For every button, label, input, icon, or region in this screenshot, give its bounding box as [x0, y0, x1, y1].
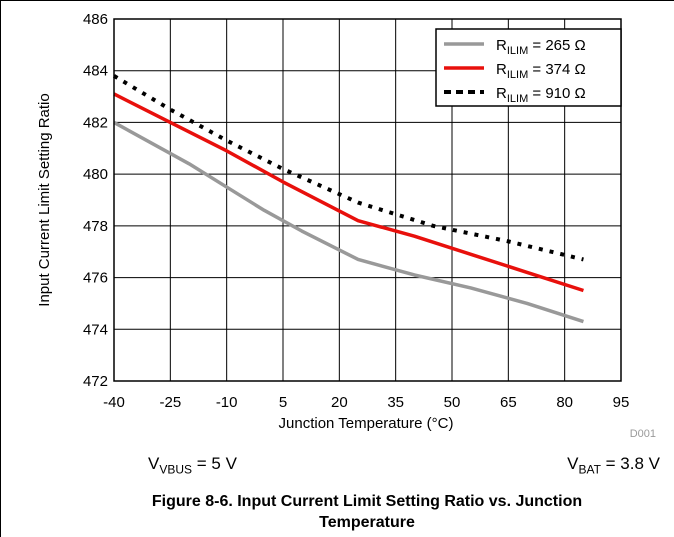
- legend-entry-3: RILIM = 910 Ω: [496, 85, 586, 105]
- frame-left-border: [0, 0, 1, 537]
- caption-line-1: Figure 8-6. Input Current Limit Setting …: [151, 493, 583, 510]
- line-chart: -40 -25 -10 5 20 35 50 65 80 95 472 474 476 478 480 48…: [36, 11, 656, 440]
- figure-code: D001: [630, 428, 656, 440]
- frame-top-border: [0, 0, 674, 1]
- y-axis-label: Input Current Limit Setting Ratio: [36, 93, 53, 306]
- series-line-1: [113, 120, 584, 324]
- x-axis-ticks: -40 -25 -10 5 20 35 50 65 80 95: [103, 394, 629, 411]
- vbat-condition: VBAT = 3.8 V: [567, 454, 660, 477]
- y-tick-label: 484: [83, 63, 108, 80]
- x-tick-label: 50: [444, 394, 461, 411]
- x-tick-label: -40: [103, 394, 125, 411]
- y-tick-label: 472: [83, 373, 108, 390]
- chart-series: [112, 74, 584, 324]
- y-tick-label: 476: [83, 270, 108, 287]
- x-tick-label: -25: [159, 394, 181, 411]
- x-tick-label: 80: [556, 394, 573, 411]
- y-tick-label: 478: [83, 218, 108, 235]
- x-tick-label: 95: [613, 394, 630, 411]
- x-axis-label: Junction Temperature (°C): [279, 415, 454, 432]
- legend-entry-2: RILIM = 374 Ω: [496, 61, 586, 81]
- y-tick-label: 480: [83, 166, 108, 183]
- y-axis-ticks: 472 474 476 478 480 482 484 486: [83, 11, 108, 390]
- x-tick-label: 20: [331, 394, 348, 411]
- series-line-3: [112, 74, 584, 262]
- y-tick-label: 474: [83, 321, 108, 338]
- legend: RILIM = 265 Ω RILIM = 374 Ω RILIM = 910 Ω: [435, 28, 622, 107]
- series-line-2: [113, 92, 584, 293]
- x-tick-label: 5: [279, 394, 287, 411]
- plot-area-frame: [113, 18, 622, 382]
- vbus-condition: VVBUS = 5 V: [148, 454, 237, 477]
- caption-line-2: Temperature: [319, 514, 415, 531]
- x-tick-label: 35: [387, 394, 404, 411]
- y-tick-label: 482: [83, 114, 108, 131]
- legend-entry-1: RILIM = 265 Ω: [496, 37, 586, 57]
- x-tick-label: -10: [216, 394, 238, 411]
- y-tick-label: 486: [83, 11, 108, 28]
- figure-caption: Figure 8-6. Input Current Limit Setting …: [60, 491, 674, 533]
- x-tick-label: 65: [500, 394, 517, 411]
